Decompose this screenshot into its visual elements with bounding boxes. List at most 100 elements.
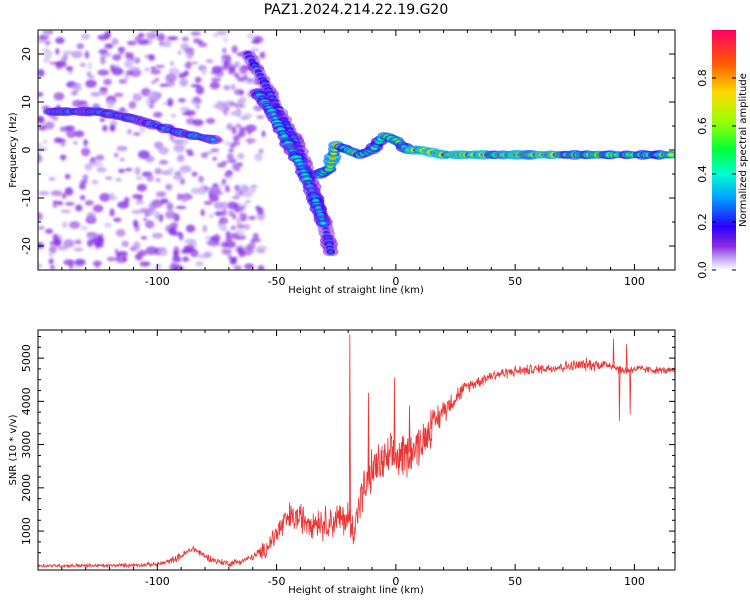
heatmap-noise-cell [233,61,240,68]
spectrogram-heatmap [38,30,675,270]
heatmap-noise-cell [238,211,244,218]
snr-frame [37,329,676,571]
heatmap-noise-cell [115,177,122,182]
heatmap-noise-cell [150,66,156,70]
y-tick-label: -20 [20,237,33,255]
heatmap-noise-cell [92,260,102,267]
spectrogram-x-axis-label: Height of straight line (km) [288,285,424,296]
heatmap-noise-cell [231,126,237,135]
heatmap-noise-cell [61,154,66,162]
heatmap-noise-cell [227,252,232,259]
chart-title: PAZ1.2024.214.22.19.G20 [264,2,449,18]
heatmap-noise-cell [61,193,67,199]
y-tick-label: 4000 [20,387,33,415]
heatmap-ridge-2 [250,88,331,228]
heatmap-noise-cell [74,258,86,266]
heatmap-noise-cell [235,123,242,128]
heatmap-noise-cell [236,246,243,254]
heatmap-noise-cell [212,33,219,38]
heatmap-noise-cell [73,82,82,92]
heatmap-noise-cell [231,257,237,262]
heatmap-noise-cell [251,40,260,44]
heatmap-noise-cell [154,211,160,220]
heatmap-noise-cell [38,191,50,196]
heatmap-noise-cell [202,224,208,233]
heatmap-noise-cell [125,168,133,172]
heatmap-noise-cell [181,197,188,203]
heatmap-noise-cell [52,200,63,205]
heatmap-noise-cell [64,173,71,180]
heatmap-noise-cell [160,198,169,204]
x-tick-label: 0 [392,575,399,588]
heatmap-noise-cell [176,154,185,163]
heatmap-noise-cell [118,79,128,84]
heatmap-noise-cell [127,129,132,135]
heatmap-noise-cell [109,208,115,217]
y-tick-label: 10 [20,95,33,109]
heatmap-noise-cell [134,200,145,205]
heatmap-noise-cell [111,38,119,45]
heatmap-noise-cell [113,92,124,98]
y-tick-label: 1000 [20,517,33,545]
heatmap-noise-cell [106,256,116,262]
heatmap-noise-cell [170,36,179,41]
heatmap-noise-cell [45,228,54,234]
heatmap-noise-cell [63,239,75,248]
heatmap-noise-cell [184,62,193,69]
heatmap-noise-cell [187,152,194,157]
heatmap-noise-cell [223,109,228,116]
heatmap-noise-cell [225,230,231,238]
heatmap-noise-cell [144,67,150,72]
heatmap-noise-cell [60,141,66,147]
heatmap-noise-cell [124,72,130,81]
heatmap-noise-cell [212,104,221,109]
snr-y-tick-labels: 1000 2000 3000 4000 5000 [20,344,33,545]
heatmap-noise-cell [237,224,245,229]
heatmap-noise-cell [86,71,92,76]
heatmap-noise-cell [110,64,115,72]
heatmap-noise-cell [85,79,97,88]
heatmap-noise-cell [250,238,256,245]
heatmap-noise-cell [190,31,201,36]
heatmap-noise-cell [106,100,115,109]
heatmap-noise-cell [206,240,216,246]
heatmap-noise-cell [255,205,260,211]
heatmap-noise-cell [185,224,196,233]
heatmap-noise-cell [119,158,125,162]
x-tick-label: 100 [624,275,645,288]
heatmap-noise-cell [166,202,174,211]
heatmap-noise-cell [205,235,211,240]
heatmap-noise-cell [42,48,49,52]
heatmap-noise-cell [191,171,198,177]
heatmap-noise-cell [73,141,78,145]
heatmap-noise-cell [255,245,265,254]
heatmap-noise-cell [138,32,145,39]
heatmap-noise-cell [179,165,192,173]
heatmap-noise-cell [43,139,48,144]
heatmap-noise-cell [71,50,83,59]
heatmap-noise-cell [251,186,257,193]
heatmap-noise-cell [248,215,256,221]
heatmap-noise-cell [256,115,265,120]
heatmap-noise-cell [231,84,236,91]
heatmap-noise-cell [223,61,229,68]
heatmap-noise-cell [38,143,43,147]
heatmap-noise-cell [172,173,184,181]
colorbar-ticks: 0.0 0.2 0.4 0.6 0.8 [696,69,736,279]
heatmap-noise-cell [226,123,234,131]
heatmap-noise-cell [140,236,148,240]
heatmap-cell [668,153,674,157]
heatmap-noise-cell [54,238,62,247]
heatmap-noise-cell [163,39,173,48]
heatmap-noise-cell [222,102,228,108]
heatmap-noise-cell [165,211,177,219]
heatmap-noise-cell [43,30,50,37]
heatmap-noise-cell [150,69,161,75]
heatmap-noise-cell [235,188,240,197]
heatmap-noise-cell [117,201,129,209]
heatmap-noise-cell [146,174,154,182]
heatmap-noise-cell [168,227,177,236]
heatmap-noise-cell [81,33,90,40]
heatmap-noise-cell [221,201,230,209]
heatmap-noise-cell [198,42,208,48]
